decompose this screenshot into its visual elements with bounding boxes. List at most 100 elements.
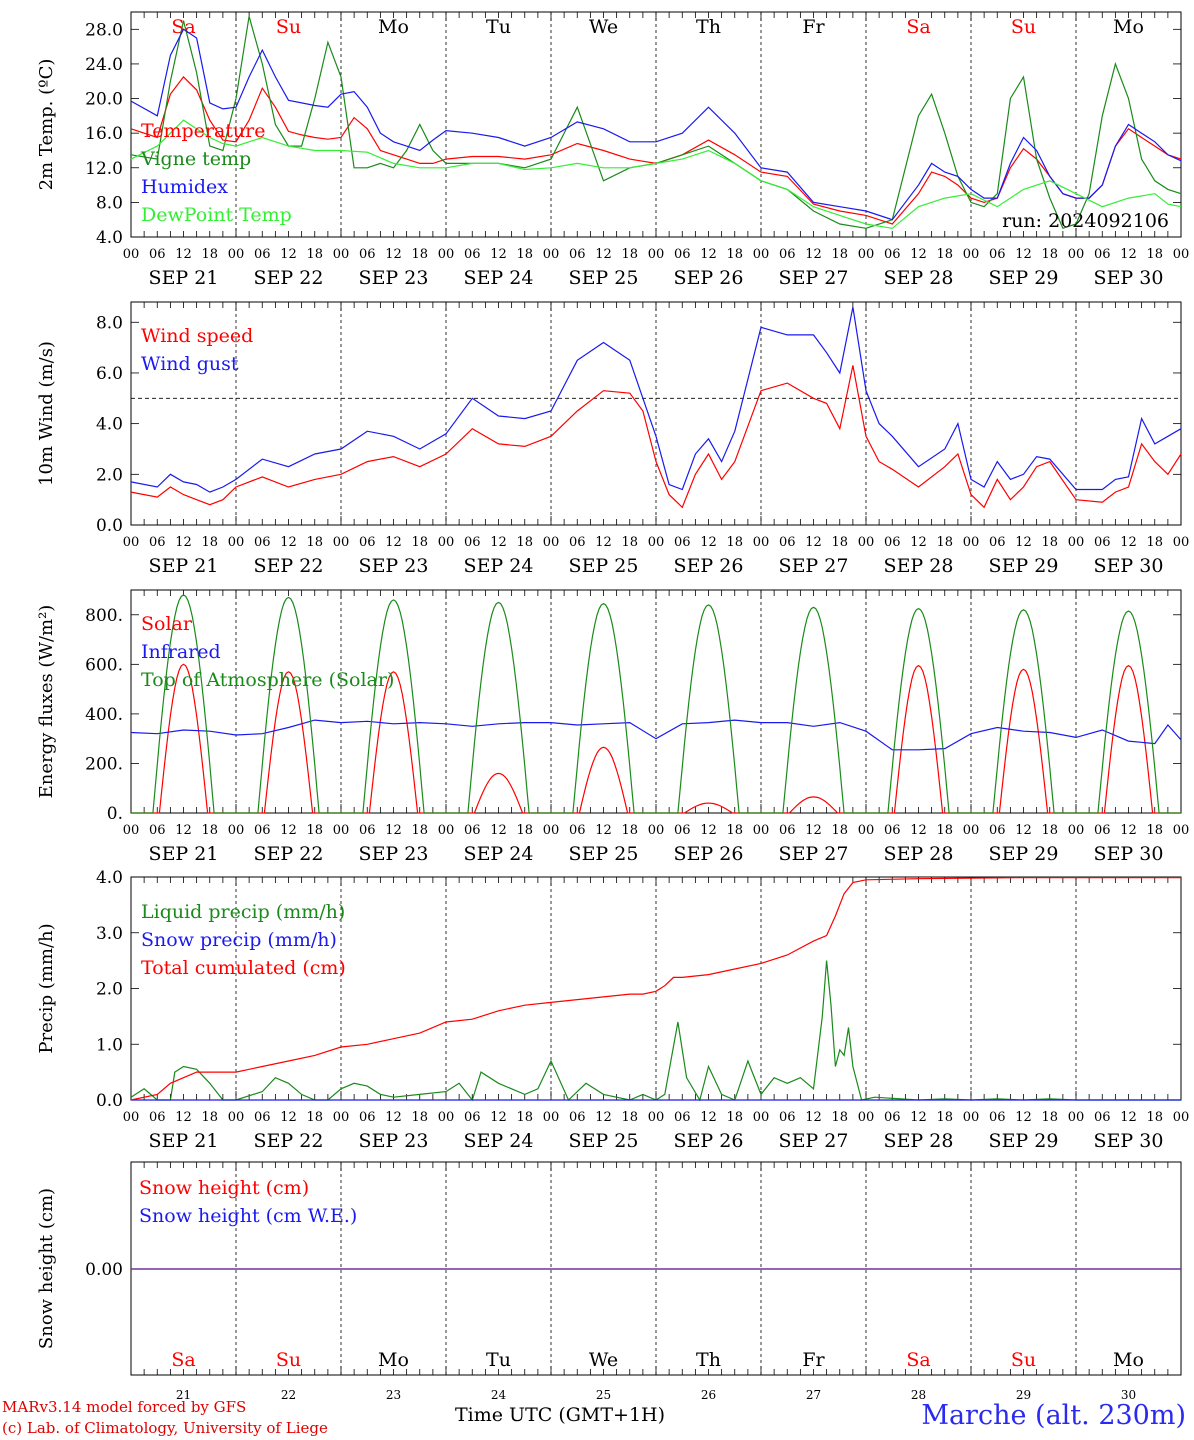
hour-tick-label: 18 xyxy=(1041,1110,1058,1125)
hour-tick-label: 12 xyxy=(280,247,297,262)
hour-tick-label: 12 xyxy=(385,823,402,838)
hour-tick-label: 06 xyxy=(1094,823,1111,838)
y-tick-label: 20.0 xyxy=(85,90,123,110)
y-tick-label: 600. xyxy=(85,655,123,675)
legend-entry: Solar xyxy=(141,613,193,635)
date-label: SEP 24 xyxy=(464,1130,534,1152)
day-number-label: 28 xyxy=(911,1388,926,1402)
hour-tick-label: 06 xyxy=(359,823,376,838)
y-tick-label: 4.0 xyxy=(96,868,123,888)
hour-tick-label: 00 xyxy=(753,823,770,838)
hour-tick-label: 00 xyxy=(858,247,875,262)
hour-tick-label: 06 xyxy=(884,823,901,838)
day-label: Sa xyxy=(906,16,930,38)
hour-tick-label: 12 xyxy=(490,535,507,550)
y-tick-label: 400. xyxy=(85,705,123,725)
run-annotation: run: 2024092106 xyxy=(1002,210,1169,232)
hour-tick-label: 06 xyxy=(989,247,1006,262)
hour-tick-label: 18 xyxy=(516,535,533,550)
hour-tick-label: 00 xyxy=(543,247,560,262)
date-label: SEP 25 xyxy=(569,843,639,865)
y-tick-label: 1.0 xyxy=(96,1035,123,1055)
date-label: SEP 29 xyxy=(989,267,1059,289)
hour-tick-label: 12 xyxy=(175,535,192,550)
hour-tick-label: 18 xyxy=(936,1110,953,1125)
hour-tick-label: 18 xyxy=(1146,247,1163,262)
hour-tick-label: 00 xyxy=(543,535,560,550)
hour-tick-label: 06 xyxy=(989,535,1006,550)
hour-tick-label: 18 xyxy=(831,535,848,550)
hour-tick-label: 00 xyxy=(858,823,875,838)
hour-tick-label: 06 xyxy=(1094,1110,1111,1125)
hour-tick-label: 00 xyxy=(753,247,770,262)
y-tick-label: 200. xyxy=(85,754,123,774)
x-axis-label: Time UTC (GMT+1H) xyxy=(455,1404,666,1426)
hour-tick-label: 18 xyxy=(621,1110,638,1125)
hour-tick-label: 00 xyxy=(963,247,980,262)
hour-tick-label: 18 xyxy=(1146,823,1163,838)
hour-tick-label: 00 xyxy=(753,535,770,550)
day-label: Mo xyxy=(1113,16,1144,38)
hour-tick-label: 12 xyxy=(910,247,927,262)
hour-tick-label: 06 xyxy=(674,535,691,550)
panel-1: 4.0 8.0 12.0 16.0 20.0 24.0 28.0 2m Temp. (ºC) 0… xyxy=(36,11,1190,289)
y-tick-label: 0.0 xyxy=(96,516,123,536)
y-tick-label: 2.0 xyxy=(96,465,123,485)
date-label: SEP 27 xyxy=(779,555,849,577)
hour-tick-label: 12 xyxy=(175,1110,192,1125)
hour-tick-label: 12 xyxy=(805,247,822,262)
hour-tick-label: 18 xyxy=(1146,1110,1163,1125)
hour-tick-label: 12 xyxy=(910,823,927,838)
y-tick-label: 6.0 xyxy=(96,364,123,384)
hour-tick-label: 12 xyxy=(595,1110,612,1125)
hour-tick-label: 18 xyxy=(411,1110,428,1125)
day-label: Fr xyxy=(802,16,825,38)
legend-entry: Snow height (cm) xyxy=(139,1177,309,1199)
hour-tick-label: 12 xyxy=(280,1110,297,1125)
legend-entry: Wind speed xyxy=(141,325,253,347)
date-label: SEP 23 xyxy=(359,267,429,289)
y-tick-label: 12.0 xyxy=(85,159,123,179)
series-line xyxy=(130,960,1181,1102)
date-label: SEP 29 xyxy=(989,555,1059,577)
series-line xyxy=(130,306,1182,493)
series-line xyxy=(130,28,1182,221)
hour-tick-label: 06 xyxy=(569,247,586,262)
day-number-label: 22 xyxy=(281,1388,296,1402)
hour-tick-label: 06 xyxy=(569,535,586,550)
hour-tick-label: 18 xyxy=(936,247,953,262)
day-label: Tu xyxy=(486,1349,511,1371)
y-axis-label: 2m Temp. (ºC) xyxy=(36,59,57,191)
hour-tick-label: 18 xyxy=(831,247,848,262)
hour-tick-label: 18 xyxy=(516,1110,533,1125)
hour-tick-label: 00 xyxy=(753,1110,770,1125)
hour-tick-label: 12 xyxy=(805,1110,822,1125)
day-label: Mo xyxy=(378,1349,409,1371)
date-label: SEP 26 xyxy=(674,843,744,865)
date-label: SEP 24 xyxy=(464,267,534,289)
day-label: Sa xyxy=(171,16,195,38)
day-number-label: 21 xyxy=(176,1388,191,1402)
hour-tick-label: 00 xyxy=(858,1110,875,1125)
hour-tick-label: 06 xyxy=(674,823,691,838)
date-label: SEP 21 xyxy=(149,267,219,289)
hour-tick-label: 12 xyxy=(385,247,402,262)
panel-2: 0.0 2.0 4.0 6.0 8.0 10m Wind (m/s) 00 06 12 18 00 0… xyxy=(36,301,1189,577)
hour-tick-label: 18 xyxy=(411,823,428,838)
day-label: We xyxy=(589,1349,618,1371)
y-axis-label: Precip (mm/h) xyxy=(36,923,57,1053)
hour-tick-label: 00 xyxy=(333,823,350,838)
legend-entry: Total cumulated (cm) xyxy=(141,957,346,979)
date-label: SEP 26 xyxy=(674,267,744,289)
date-label: SEP 23 xyxy=(359,555,429,577)
hour-tick-label: 12 xyxy=(700,535,717,550)
hour-tick-label: 00 xyxy=(963,823,980,838)
station-name: Marche (alt. 230m) xyxy=(921,1400,1186,1431)
date-label: SEP 29 xyxy=(989,1130,1059,1152)
day-label: Su xyxy=(1011,1349,1036,1371)
hour-tick-label: 00 xyxy=(1173,247,1190,262)
hour-tick-label: 18 xyxy=(621,247,638,262)
credit-model: MARv3.14 model forced by GFS xyxy=(2,1398,247,1416)
series-line xyxy=(130,365,1182,509)
hour-tick-label: 18 xyxy=(201,823,218,838)
